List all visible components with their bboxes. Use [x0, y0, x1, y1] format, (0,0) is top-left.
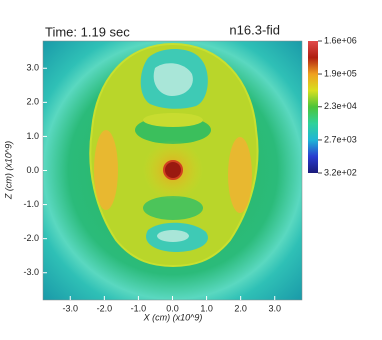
x-tick-label: 2.0 [234, 303, 247, 313]
x-tick-label: 3.0 [268, 303, 281, 313]
y-tick-label: 3.0 [26, 63, 39, 73]
y-axis-label: Z (cm) (x10^9) [3, 141, 13, 200]
x-tick-label: -3.0 [63, 303, 79, 313]
x-tick-label: 0.0 [166, 303, 179, 313]
x-tick-label: -2.0 [97, 303, 113, 313]
colorbar [308, 41, 318, 173]
field-image [43, 41, 302, 300]
colorbar-tick-label: 2.7e+03 [324, 134, 357, 144]
colorbar-tick-label: 3.2e+02 [324, 167, 357, 177]
y-tick-label: -3.0 [23, 267, 39, 277]
y-tick-label: -2.0 [23, 233, 39, 243]
colorbar-tick-label: 2.3e+04 [324, 101, 357, 111]
y-tick-label: 0.0 [26, 165, 39, 175]
chart-title: n16.3-fid [229, 22, 280, 37]
x-tick-label: 1.0 [200, 303, 213, 313]
colorbar-tick-label: 1.9e+05 [324, 68, 357, 78]
y-tick-label: 2.0 [26, 97, 39, 107]
colorbar-tick-label: 1.6e+06 [324, 35, 357, 45]
y-tick-label: -1.0 [23, 199, 39, 209]
y-tick-label: 1.0 [26, 131, 39, 141]
x-tick-label: -1.0 [131, 303, 147, 313]
x-axis-label: X (cm) (x10^9) [143, 312, 203, 322]
subtitle: Time: 1.19 sec [45, 24, 130, 39]
